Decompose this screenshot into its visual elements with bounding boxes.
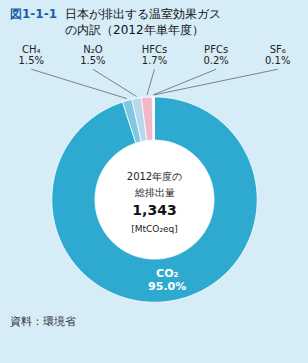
html-text:資料：環境省: 資料：環境省: [10, 315, 76, 329]
svg-text:CH₄1.5%: CH₄1.5%: [19, 44, 44, 67]
svg-text:1,343: 1,343: [132, 203, 176, 219]
svg-text:[MtCO₂eq]: [MtCO₂eq]: [131, 225, 178, 235]
html-text:図1-1-1: 図1-1-1: [10, 7, 57, 21]
svg-text:総排出量: 総排出量: [134, 187, 175, 198]
svg-text:CO₂95.0%: CO₂95.0%: [148, 268, 186, 294]
svg-text:SF₆0.1%: SF₆0.1%: [265, 44, 290, 67]
svg-text:N₂O1.5%: N₂O1.5%: [80, 44, 105, 67]
svg-text:2012年度の: 2012年度の: [127, 172, 182, 183]
svg-text:PFCs0.2%: PFCs0.2%: [203, 44, 228, 67]
html-text:日本が排出する温室効果ガス の内訳（2012年単年度）: 日本が排出する温室効果ガス の内訳（2012年単年度）: [65, 7, 221, 38]
svg-text:HFCs1.7%: HFCs1.7%: [142, 44, 167, 67]
